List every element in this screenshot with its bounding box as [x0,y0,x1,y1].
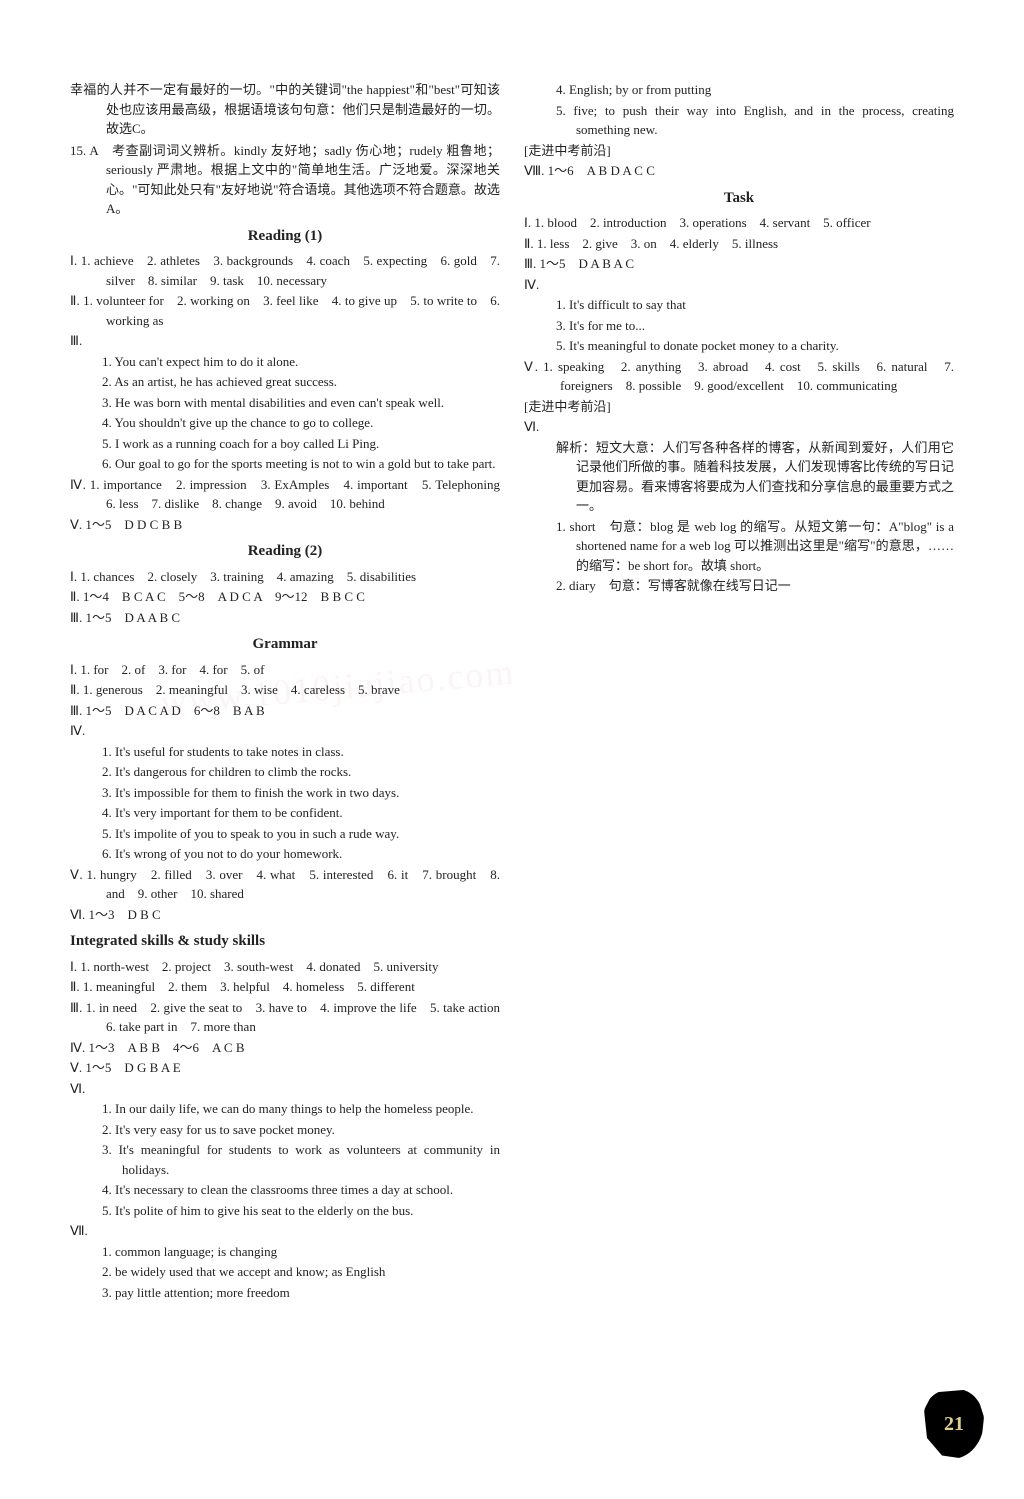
grammar-heading: Grammar [70,633,500,656]
int-VII-label: Ⅶ. [70,1221,500,1241]
task-V: Ⅴ. 1. speaking 2. anything 3. abroad 4. … [524,357,954,396]
task-I: Ⅰ. 1. blood 2. introduction 3. operation… [524,213,954,233]
intro-text-1: 幸福的人并不一定有最好的一切。"中的关键词"the happiest"和"bes… [70,80,500,139]
reading1-heading: Reading (1) [70,225,500,248]
int-VII-4: 4. English; by or from putting [524,80,954,100]
g-II: Ⅱ. 1. generous 2. meaningful 3. wise 4. … [70,680,500,700]
g-III: Ⅲ. 1～5 D A C A D 6～8 B A B [70,701,500,721]
task-IV-1: 1. It's difficult to say that [524,295,954,315]
int-VI-1: 1. In our daily life, we can do many thi… [70,1099,500,1119]
task-VI-2: 2. diary 句意：写博客就像在线写日记一 [524,576,954,596]
g-IV-label: Ⅳ. [70,721,500,741]
r1-II: Ⅱ. 1. volunteer for 2. working on 3. fee… [70,291,500,330]
int-VIII: Ⅷ. 1～6 A B D A C C [524,161,954,181]
int-VII-2: 2. be widely used that we accept and kno… [70,1262,500,1282]
task-IV-2: 3. It's for me to... [524,316,954,336]
reading2-heading: Reading (2) [70,540,500,563]
int-II: Ⅱ. 1. meaningful 2. them 3. helpful 4. h… [70,977,500,997]
page-content: 幸福的人并不一定有最好的一切。"中的关键词"the happiest"和"bes… [0,0,1024,1380]
task-heading: Task [524,187,954,210]
g-IV-6: 6. It's wrong of you not to do your home… [70,844,500,864]
r2-III: Ⅲ. 1～5 D A A B C [70,608,500,628]
r1-III-3: 3. He was born with mental disabilities … [70,393,500,413]
task-VI-1: 1. short 句意：blog 是 web log 的缩写。从短文第一句：A"… [524,517,954,576]
top-VI: Ⅵ. 1～3 D B C [70,905,500,925]
r1-III-6: 6. Our goal to go for the sports meeting… [70,454,500,474]
top-V: Ⅴ. 1. hungry 2. filled 3. over 4. what 5… [70,865,500,904]
g-IV-2: 2. It's dangerous for children to climb … [70,762,500,782]
r1-III-4: 4. You shouldn't give up the chance to g… [70,413,500,433]
r1-III-2: 2. As an artist, he has achieved great s… [70,372,500,392]
int-VI-3: 3. It's meaningful for students to work … [70,1140,500,1179]
r1-V: Ⅴ. 1～5 D D C B B [70,515,500,535]
g-IV-5: 5. It's impolite of you to speak to you … [70,824,500,844]
page-number: 21 [924,1389,984,1459]
int-VI-label: Ⅵ. [70,1079,500,1099]
int-I: Ⅰ. 1. north-west 2. project 3. south-wes… [70,957,500,977]
g-IV-1: 1. It's useful for students to take note… [70,742,500,762]
g-IV-4: 4. It's very important for them to be co… [70,803,500,823]
r1-I: Ⅰ. 1. achieve 2. athletes 3. backgrounds… [70,251,500,290]
task-IV-label: Ⅳ. [524,275,954,295]
task-VI-label: Ⅵ. [524,417,954,437]
int-VII-1: 1. common language; is changing [70,1242,500,1262]
r2-II: Ⅱ. 1～4 B C A C 5～8 A D C A 9～12 B B C C [70,587,500,607]
g-I: Ⅰ. 1. for 2. of 3. for 4. for 5. of [70,660,500,680]
intro-text-2: 15. A 考查副词词义辨析。kindly 友好地；sadly 伤心地；rude… [70,141,500,219]
task-exam: [走进中考前沿] [524,397,954,417]
task-VI-intro: 解析：短文大意：人们写各种各样的博客，从新闻到爱好，人们用它记录他们所做的事。随… [524,438,954,516]
task-II: Ⅱ. 1. less 2. give 3. on 4. elderly 5. i… [524,234,954,254]
int-III: Ⅲ. 1. in need 2. give the seat to 3. hav… [70,998,500,1037]
int-VI-4: 4. It's necessary to clean the classroom… [70,1180,500,1200]
int-IV: Ⅳ. 1～3 A B B 4～6 A C B [70,1038,500,1058]
r1-III-5: 5. I work as a running coach for a boy c… [70,434,500,454]
r1-III-1: 1. You can't expect him to do it alone. [70,352,500,372]
int-exam: [走进中考前沿] [524,141,954,161]
r1-III-label: Ⅲ. [70,331,500,351]
int-VI-2: 2. It's very easy for us to save pocket … [70,1120,500,1140]
int-VI-5: 5. It's polite of him to give his seat t… [70,1201,500,1221]
int-V: Ⅴ. 1～5 D G B A E [70,1058,500,1078]
int-VII-3: 3. pay little attention; more freedom [70,1283,500,1303]
g-IV-3: 3. It's impossible for them to finish th… [70,783,500,803]
r1-IV: Ⅳ. 1. importance 2. impression 3. ExAmpl… [70,475,500,514]
int-VII-5: 5. five; to push their way into English,… [524,101,954,140]
task-III: Ⅲ. 1～5 D A B A C [524,254,954,274]
r2-I: Ⅰ. 1. chances 2. closely 3. training 4. … [70,567,500,587]
integrated-heading: Integrated skills & study skills [70,930,500,953]
task-IV-3: 5. It's meaningful to donate pocket mone… [524,336,954,356]
